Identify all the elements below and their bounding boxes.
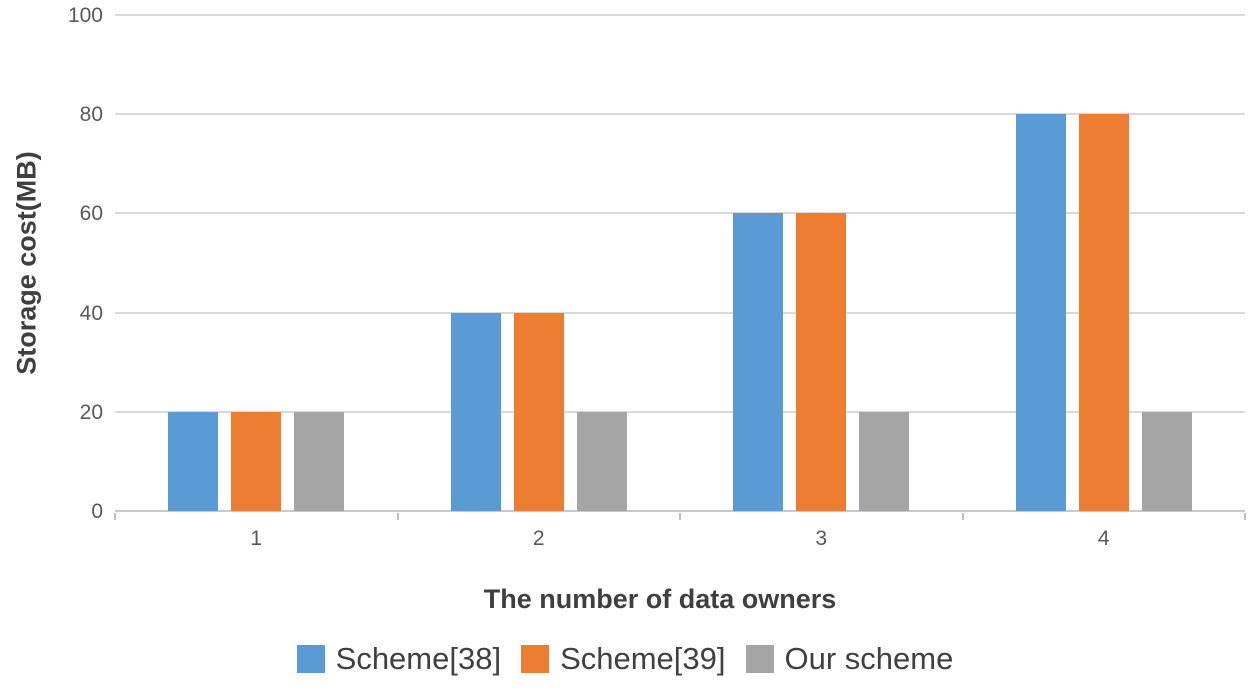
- plot-area: [115, 14, 1245, 512]
- y-tick-label-20: 20: [79, 400, 103, 424]
- gridline-y-20: [115, 410, 1245, 413]
- gridline-y-80: [115, 113, 1245, 116]
- x-tick-mark-2: [679, 513, 681, 520]
- bar-scheme-39--x2: [513, 312, 564, 511]
- bar-scheme-39--x4: [1078, 114, 1129, 511]
- legend-swatch-our-scheme: [745, 645, 774, 673]
- x-tick-label-2: 2: [532, 527, 545, 550]
- gridline-y-0: [115, 510, 1245, 512]
- gridline-y-60: [115, 212, 1245, 215]
- legend-item-scheme38: Scheme[38]: [296, 641, 502, 677]
- gridline-y-100: [115, 14, 1245, 16]
- x-tick-label-1: 1: [250, 527, 263, 550]
- legend-label-our-scheme: Our scheme: [784, 641, 954, 676]
- bar-scheme-39--x1: [231, 411, 282, 511]
- y-tick-label-40: 40: [79, 301, 103, 325]
- y-tick-label-80: 80: [79, 103, 103, 127]
- y-tick-label-60: 60: [79, 202, 103, 226]
- x-axis-title: The number of data owners: [483, 584, 837, 614]
- legend-swatch-scheme39: [521, 645, 550, 673]
- y-tick-label-100: 100: [67, 4, 103, 27]
- x-tick-mark-3: [961, 513, 964, 520]
- x-tick-mark-4: [1244, 513, 1246, 520]
- legend-item-scheme39: Scheme[39]: [521, 641, 726, 677]
- y-tick-label-0: 0: [91, 500, 103, 523]
- bar-our-scheme-x1: [294, 411, 345, 511]
- bar-scheme-38--x2: [450, 312, 501, 511]
- x-tick-mark-1: [396, 513, 399, 520]
- bar-scheme-38--x1: [168, 411, 219, 511]
- x-tick-label-4: 4: [1097, 527, 1110, 550]
- bar-scheme-39--x3: [796, 213, 847, 511]
- y-axis-title: Storage cost(MB): [11, 151, 42, 375]
- gridline-y-40: [115, 311, 1245, 314]
- legend-item-our-scheme: Our scheme: [745, 641, 954, 677]
- legend-label-scheme39: Scheme[39]: [560, 641, 726, 676]
- legend: Scheme[38] Scheme[39] Our scheme: [0, 641, 1250, 677]
- bar-our-scheme-x2: [576, 411, 627, 511]
- bar-scheme-38--x4: [1015, 114, 1066, 511]
- bar-our-scheme-x4: [1141, 411, 1192, 511]
- legend-label-scheme38: Scheme[38]: [335, 641, 502, 676]
- x-tick-label-3: 3: [815, 527, 828, 550]
- legend-swatch-scheme38: [296, 645, 325, 673]
- bar-our-scheme-x3: [859, 411, 910, 511]
- bar-scheme-38--x3: [733, 213, 784, 511]
- x-tick-mark-0: [114, 513, 116, 520]
